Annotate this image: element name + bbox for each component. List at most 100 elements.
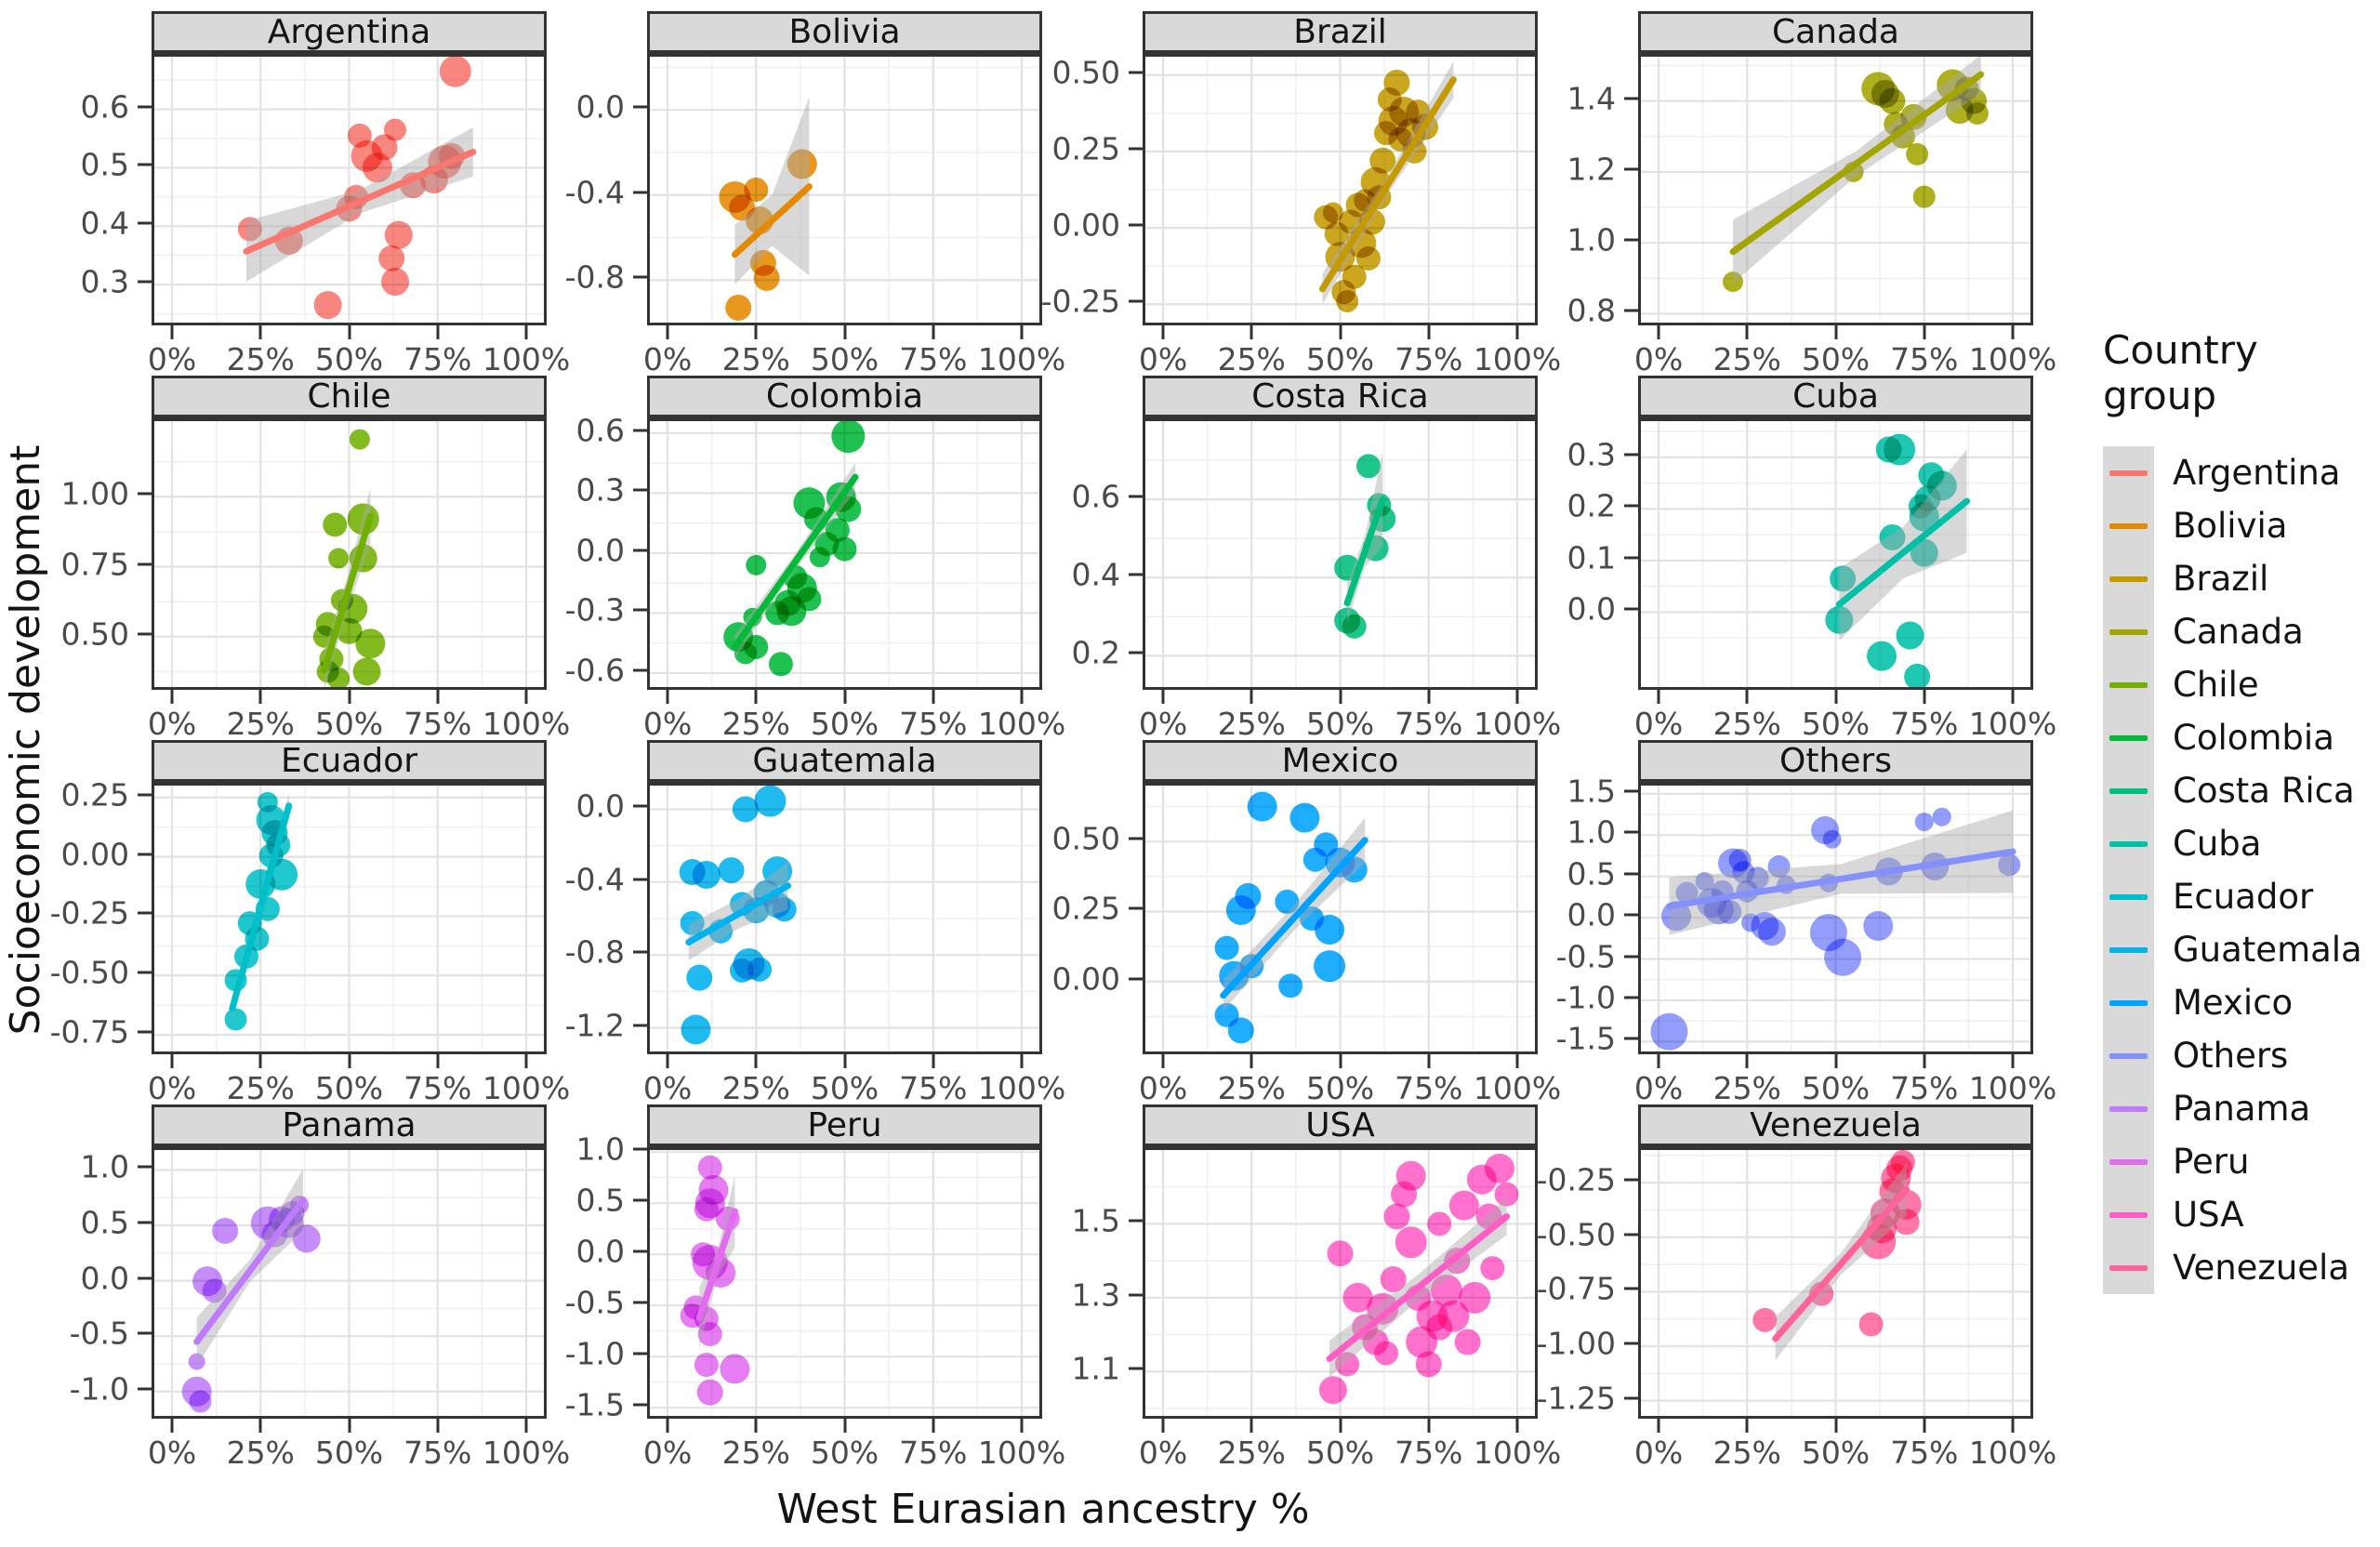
plot-panel [1143, 418, 1538, 690]
data-point [835, 496, 862, 522]
trend-line [1220, 837, 1368, 999]
legend-entry-panama: Panama [2103, 1082, 2378, 1135]
y-tick-label: 0.25 [1051, 890, 1120, 927]
x-tick-mark [170, 1054, 174, 1068]
x-tick-mark [843, 1419, 846, 1433]
data-point [694, 1197, 719, 1222]
x-axis-ticks: 0% 25% 50% 75% 100% [643, 1054, 1065, 1106]
data-point [1757, 918, 1786, 946]
data-point [1355, 454, 1381, 479]
x-tick-mark [348, 325, 350, 339]
y-tick-mark [1624, 1287, 1638, 1290]
x-tick-label: 50% [810, 1435, 879, 1471]
facet-strip: Chile [152, 376, 547, 418]
data-point [1327, 1240, 1354, 1267]
legend-key-line [2109, 1211, 2148, 1218]
x-tick-mark [524, 325, 528, 339]
y-tick-mark [1624, 1178, 1638, 1182]
data-point [384, 118, 407, 141]
legend-key [2103, 923, 2154, 976]
y-axis-ticks: 1.5 1.0 0.5 0.0 -0.5 -1.0 -1.5 [1538, 773, 1638, 1057]
y-axis-ticks: 0.50 0.25 0.00 [1042, 783, 1143, 1054]
x-tick-mark [1339, 690, 1342, 704]
x-tick-label: 50% [314, 706, 384, 742]
y-tick-mark [1624, 453, 1638, 456]
legend-key [2103, 1029, 2154, 1082]
legend-label: Guatemala [2173, 930, 2362, 970]
x-tick-mark [754, 325, 758, 339]
facet-guatemala: Guatemala 0.0 -0.4 -0.8 -1.2 0% 25% 50% 75% 100% [547, 740, 1065, 1106]
facet-strip: Panama [152, 1104, 547, 1147]
y-tick-label: 0.0 [1567, 590, 1616, 628]
x-tick-mark [1657, 1054, 1660, 1068]
y-tick-mark [138, 971, 152, 974]
data-point [718, 857, 745, 884]
x-tick-label: 25% [226, 1070, 295, 1106]
data-point [381, 268, 410, 296]
data-point [1914, 813, 1934, 832]
x-tick-mark [1020, 325, 1024, 339]
legend-key [2103, 658, 2154, 711]
plot-panel [152, 54, 547, 325]
y-axis-ticks: 0.6 0.4 0.2 [1042, 418, 1143, 690]
x-tick-mark [1020, 1419, 1024, 1433]
x-tick-mark [524, 1054, 528, 1068]
y-tick-label: 1.0 [80, 1148, 129, 1185]
x-tick-label: 100% [1473, 706, 1562, 742]
x-tick-label: 0% [1138, 341, 1188, 377]
x-tick-mark [1250, 1054, 1253, 1068]
x-tick-label: 75% [1890, 341, 1959, 377]
x-tick-mark [1427, 690, 1431, 704]
y-tick-mark [1624, 556, 1638, 560]
facet-strip: Peru [647, 1104, 1042, 1147]
y-tick-mark [1624, 830, 1638, 834]
x-axis-ticks: 0% 25% 50% 75% 100% [148, 1419, 570, 1471]
facet-strip: Bolivia [647, 11, 1042, 54]
x-tick-label: 75% [899, 1070, 968, 1106]
data-point [1675, 881, 1699, 905]
x-tick-mark [524, 690, 528, 704]
data-point [313, 291, 342, 320]
data-point [809, 547, 830, 568]
data-point [1369, 147, 1396, 174]
facet-argentina: Argentina 0.6 0.5 0.4 0.3 0% 25% 50% 75% 100% [51, 11, 570, 377]
x-tick-label: 100% [977, 341, 1066, 377]
data-point [734, 641, 757, 665]
x-axis-ticks: 0% 25% 50% 75% 100% [643, 325, 1065, 377]
x-tick-mark [1745, 1419, 1749, 1433]
x-tick-mark [1020, 1054, 1024, 1068]
data-point [1275, 889, 1300, 914]
y-tick-label: 0.3 [575, 471, 625, 509]
legend-label: Ecuador [2173, 877, 2314, 917]
trend-line [685, 882, 792, 945]
legend-entry-others: Others [2103, 1029, 2378, 1082]
x-tick-mark [666, 1054, 669, 1068]
x-tick-mark [1339, 1054, 1342, 1068]
facet-usa: USA 1.5 1.3 1.1 0% 25% 50% 75% 100% [1042, 1104, 1561, 1471]
y-tick-label: -1.0 [564, 1335, 625, 1372]
data-point [1480, 1256, 1505, 1281]
x-tick-mark [436, 690, 440, 704]
data-point [362, 152, 392, 183]
y-tick-mark [1129, 299, 1143, 303]
legend-key [2103, 1241, 2154, 1294]
x-tick-mark [1020, 690, 1024, 704]
data-point [1906, 142, 1929, 165]
data-point [762, 856, 793, 887]
trend-line [731, 183, 813, 258]
x-tick-mark [1515, 690, 1519, 704]
y-tick-mark [633, 1250, 647, 1253]
data-point [1380, 1266, 1407, 1293]
x-tick-label: 100% [977, 706, 1066, 742]
y-tick-mark [1624, 1342, 1638, 1345]
data-point [355, 628, 386, 659]
y-tick-label: -0.50 [1536, 1216, 1616, 1253]
x-tick-label: 50% [1801, 341, 1871, 377]
x-tick-mark [666, 1419, 669, 1433]
x-tick-label: 50% [1305, 341, 1375, 377]
x-tick-label: 75% [1395, 706, 1463, 742]
y-axis-ticks: 0.25 0.00 -0.25 -0.50 -0.75 [50, 776, 152, 1054]
x-tick-label: 50% [1305, 706, 1375, 742]
x-tick-mark [932, 325, 935, 339]
y-tick-label: 1.2 [1567, 151, 1616, 188]
